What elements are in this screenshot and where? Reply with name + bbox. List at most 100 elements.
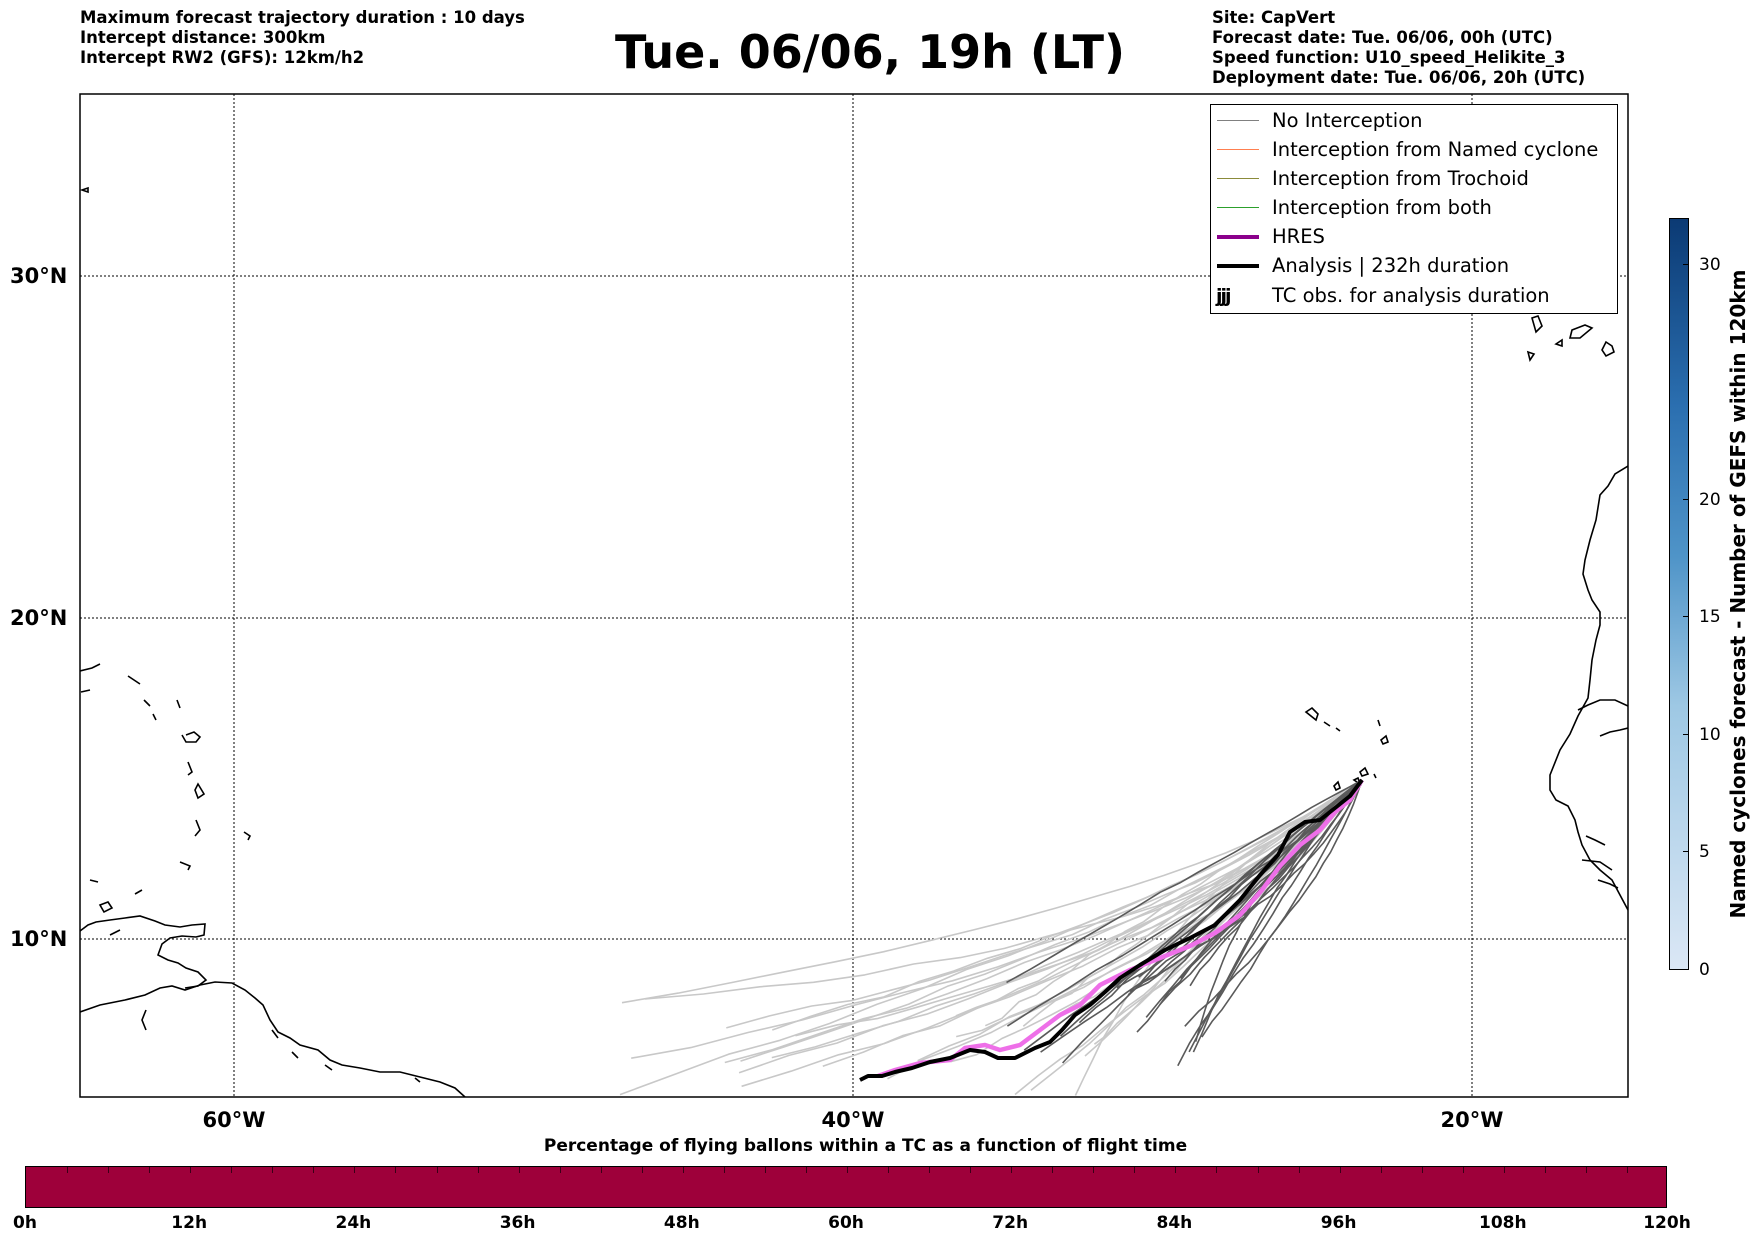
colorbar-division bbox=[1093, 1167, 1095, 1173]
colorbar-division bbox=[1626, 1167, 1628, 1173]
flight-time-tick-label: 96h bbox=[1320, 1213, 1357, 1233]
legend-swatch-black bbox=[1217, 264, 1259, 268]
colorbar-division bbox=[1052, 1167, 1054, 1173]
colorbar-division bbox=[1380, 1167, 1382, 1173]
ensemble-trajectory bbox=[1129, 779, 1363, 993]
legend-label: No Interception bbox=[1272, 109, 1423, 132]
flight-time-tick-label: 60h bbox=[828, 1213, 864, 1233]
ensemble-trajectory bbox=[1062, 779, 1363, 1064]
flight-time-tick-label: 36h bbox=[499, 1213, 536, 1233]
legend-label: Interception from Named cyclone bbox=[1272, 138, 1599, 161]
south-america-coast bbox=[80, 981, 466, 1097]
flight-time-tick-label: 24h bbox=[335, 1213, 372, 1233]
legend-swatch-coral bbox=[1217, 149, 1259, 150]
intercept-distance-text: Intercept distance: 300km bbox=[80, 28, 326, 47]
colorbar-division bbox=[1462, 1167, 1464, 1173]
lon-label-40w: 40°W bbox=[821, 1108, 885, 1132]
colorbar-tick-label-30: 30 bbox=[1699, 255, 1721, 275]
colorbar-axis-label: Named cyclones forecast - Number of GEFS… bbox=[1726, 269, 1750, 919]
ensemble-trajectory bbox=[1177, 779, 1363, 1067]
cyclone-count-colorbar bbox=[1669, 218, 1689, 970]
colorbar-division bbox=[970, 1167, 972, 1173]
forecast-date-text: Forecast date: Tue. 06/06, 00h (UTC) bbox=[1212, 28, 1553, 47]
colorbar-division bbox=[149, 1167, 151, 1173]
lat-label-30n: 30°N bbox=[10, 264, 68, 288]
colorbar-division bbox=[559, 1167, 561, 1173]
colorbar-division bbox=[888, 1167, 890, 1173]
site-text: Site: CapVert bbox=[1212, 8, 1336, 27]
flight-time-tick-label: 120h bbox=[1643, 1213, 1691, 1233]
coastlines bbox=[80, 186, 1628, 1097]
colorbar-division bbox=[723, 1167, 725, 1173]
colorbar-division bbox=[272, 1167, 274, 1173]
flight-time-tick-label: 108h bbox=[1479, 1213, 1527, 1233]
colorbar-tick bbox=[1683, 851, 1689, 852]
caribbean-islands bbox=[80, 663, 421, 1083]
forecast-settings-text: Maximum forecast trajectory duration : 1… bbox=[80, 8, 525, 68]
colorbar-division bbox=[641, 1167, 643, 1173]
deployment-date-text: Deployment date: Tue. 06/06, 20h (UTC) bbox=[1212, 68, 1586, 87]
legend-label: Analysis | 232h duration bbox=[1272, 254, 1510, 277]
legend-label: TC obs. for analysis duration bbox=[1272, 284, 1550, 307]
legend-item-named-cyclone: Interception from Named cyclone bbox=[1211, 136, 1617, 165]
legend-item-no-interception: No Interception bbox=[1211, 107, 1617, 136]
legend-swatch-gray bbox=[1217, 120, 1259, 121]
colorbar-division bbox=[682, 1167, 684, 1173]
trajectory-layer bbox=[619, 778, 1364, 1096]
colorbar-division bbox=[1585, 1167, 1587, 1173]
flight-time-tick-label: 84h bbox=[1156, 1213, 1193, 1233]
flight-time-tick-label: 72h bbox=[992, 1213, 1029, 1233]
colorbar-division bbox=[354, 1167, 356, 1173]
hres-trajectory bbox=[877, 778, 1364, 1079]
flight-time-colorbar bbox=[25, 1166, 1667, 1208]
colorbar-division bbox=[108, 1167, 110, 1173]
colorbar-division bbox=[1257, 1167, 1259, 1173]
flight-time-tick-label: 12h bbox=[171, 1213, 208, 1233]
flight-time-colorbar-title: Percentage of flying ballons within a TC… bbox=[543, 1136, 1188, 1156]
colorbar-tick-label-10: 10 bbox=[1699, 725, 1721, 745]
legend-item-analysis: Analysis | 232h duration bbox=[1211, 252, 1617, 281]
colorbar-division bbox=[1216, 1167, 1218, 1173]
map-frame bbox=[79, 93, 1629, 1098]
max-duration-text: Maximum forecast trajectory duration : 1… bbox=[80, 8, 525, 27]
site-info-text: Site: CapVert Forecast date: Tue. 06/06,… bbox=[1212, 8, 1585, 88]
legend-item-hres: HRES bbox=[1211, 223, 1617, 252]
legend-item-tc-obs: ϳϳϳ TC obs. for analysis duration bbox=[1211, 282, 1617, 311]
colorbar-tick bbox=[1683, 734, 1689, 735]
colorbar-division bbox=[190, 1167, 192, 1173]
colorbar-tick-label-0: 0 bbox=[1699, 960, 1710, 980]
colorbar-tick-label-20: 20 bbox=[1699, 490, 1721, 510]
africa-coast bbox=[1549, 465, 1628, 911]
colorbar-division bbox=[67, 1167, 69, 1173]
colorbar-division bbox=[477, 1167, 479, 1173]
colorbar-division bbox=[1298, 1167, 1300, 1173]
colorbar-division bbox=[600, 1167, 602, 1173]
analysis-trajectory bbox=[859, 778, 1364, 1082]
legend-item-both: Interception from both bbox=[1211, 194, 1617, 223]
madeira-island bbox=[80, 186, 89, 194]
legend-label: Interception from both bbox=[1272, 196, 1492, 219]
legend-item-trochoid: Interception from Trochoid bbox=[1211, 165, 1617, 194]
page-title: Tue. 06/06, 19h (LT) bbox=[615, 25, 1125, 79]
africa-inlets bbox=[1577, 699, 1628, 889]
colorbar-division bbox=[1134, 1167, 1136, 1173]
colorbar-division bbox=[231, 1167, 233, 1173]
colorbar-tick bbox=[1683, 499, 1689, 500]
colorbar-division bbox=[805, 1167, 807, 1173]
colorbar-division bbox=[847, 1167, 848, 1173]
map-legend: No Interception Interception from Named … bbox=[1210, 104, 1618, 314]
colorbar-division bbox=[1339, 1167, 1341, 1173]
colorbar-tick-label-15: 15 bbox=[1699, 607, 1721, 627]
colorbar-division bbox=[1011, 1167, 1013, 1173]
canary-islands bbox=[1526, 315, 1615, 362]
colorbar-division bbox=[518, 1167, 520, 1173]
cyclone-symbols-icon: ϳϳϳ bbox=[1216, 285, 1231, 307]
colorbar-division bbox=[1503, 1167, 1505, 1173]
lon-label-20w: 20°W bbox=[1440, 1108, 1504, 1132]
legend-swatch-purple bbox=[1217, 235, 1259, 239]
ensemble-trajectory bbox=[1201, 779, 1363, 1038]
ensemble-trajectory bbox=[1074, 779, 1363, 1096]
ensemble-trajectory bbox=[1006, 779, 1363, 984]
ensemble-trajectory bbox=[621, 779, 1363, 1004]
colorbar-division bbox=[395, 1167, 397, 1173]
